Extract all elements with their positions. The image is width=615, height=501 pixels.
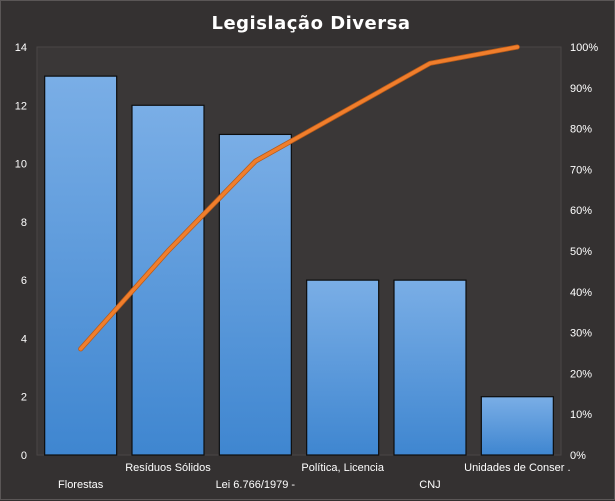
right-tick-label: 10% <box>570 409 592 421</box>
left-tick-label: 0 <box>21 450 27 462</box>
left-tick-label: 14 <box>15 42 27 54</box>
category-labels: Florestas Resíduos Sólidos Lei 6.766/1979 … <box>58 462 570 491</box>
category-label: Lei 6.766/1979 - <box>216 479 296 491</box>
line-point <box>166 249 170 253</box>
right-tick-label: 50% <box>570 246 592 258</box>
left-tick-label: 2 <box>21 392 27 404</box>
left-tick-label: 6 <box>21 275 27 287</box>
right-tick-label: 30% <box>570 328 592 340</box>
right-tick-label: 0% <box>570 450 586 462</box>
bar <box>480 396 554 456</box>
line-point <box>253 159 257 163</box>
chart-title: Legislação Diversa <box>211 13 410 34</box>
left-tick-label: 10 <box>15 159 27 171</box>
category-label: Florestas <box>58 479 104 491</box>
bar-series <box>44 75 554 456</box>
bar <box>306 279 380 456</box>
right-axis-ticks: 0% 10% 20% 30% 40% 50% 60% 70% 80% 90% 100% <box>570 42 598 462</box>
cumulative-line-series <box>78 44 520 352</box>
line-point <box>428 61 432 65</box>
right-tick-label: 60% <box>570 205 592 217</box>
category-label: Unidades de Conser . <box>464 462 570 474</box>
category-label: Política, Licencia <box>301 462 384 474</box>
category-label: Resíduos Sólidos <box>125 462 211 474</box>
right-tick-label: 80% <box>570 124 592 136</box>
plot-area <box>36 46 562 456</box>
right-tick-label: 90% <box>570 83 592 95</box>
left-tick-label: 8 <box>21 217 27 229</box>
left-tick-label: 4 <box>21 333 27 345</box>
right-tick-label: 20% <box>570 368 592 380</box>
line-point <box>341 110 345 114</box>
left-axis-ticks: 0 2 4 6 8 10 12 14 <box>15 42 27 462</box>
bar <box>44 75 118 456</box>
cumulative-line <box>78 45 520 351</box>
line-point <box>515 45 519 49</box>
right-tick-label: 70% <box>570 164 592 176</box>
line-point <box>79 347 83 351</box>
left-tick-label: 12 <box>15 100 27 112</box>
bar <box>393 279 467 456</box>
bar <box>218 133 292 456</box>
right-tick-label: 100% <box>570 42 598 54</box>
right-tick-label: 40% <box>570 287 592 299</box>
category-label: CNJ <box>419 479 440 491</box>
